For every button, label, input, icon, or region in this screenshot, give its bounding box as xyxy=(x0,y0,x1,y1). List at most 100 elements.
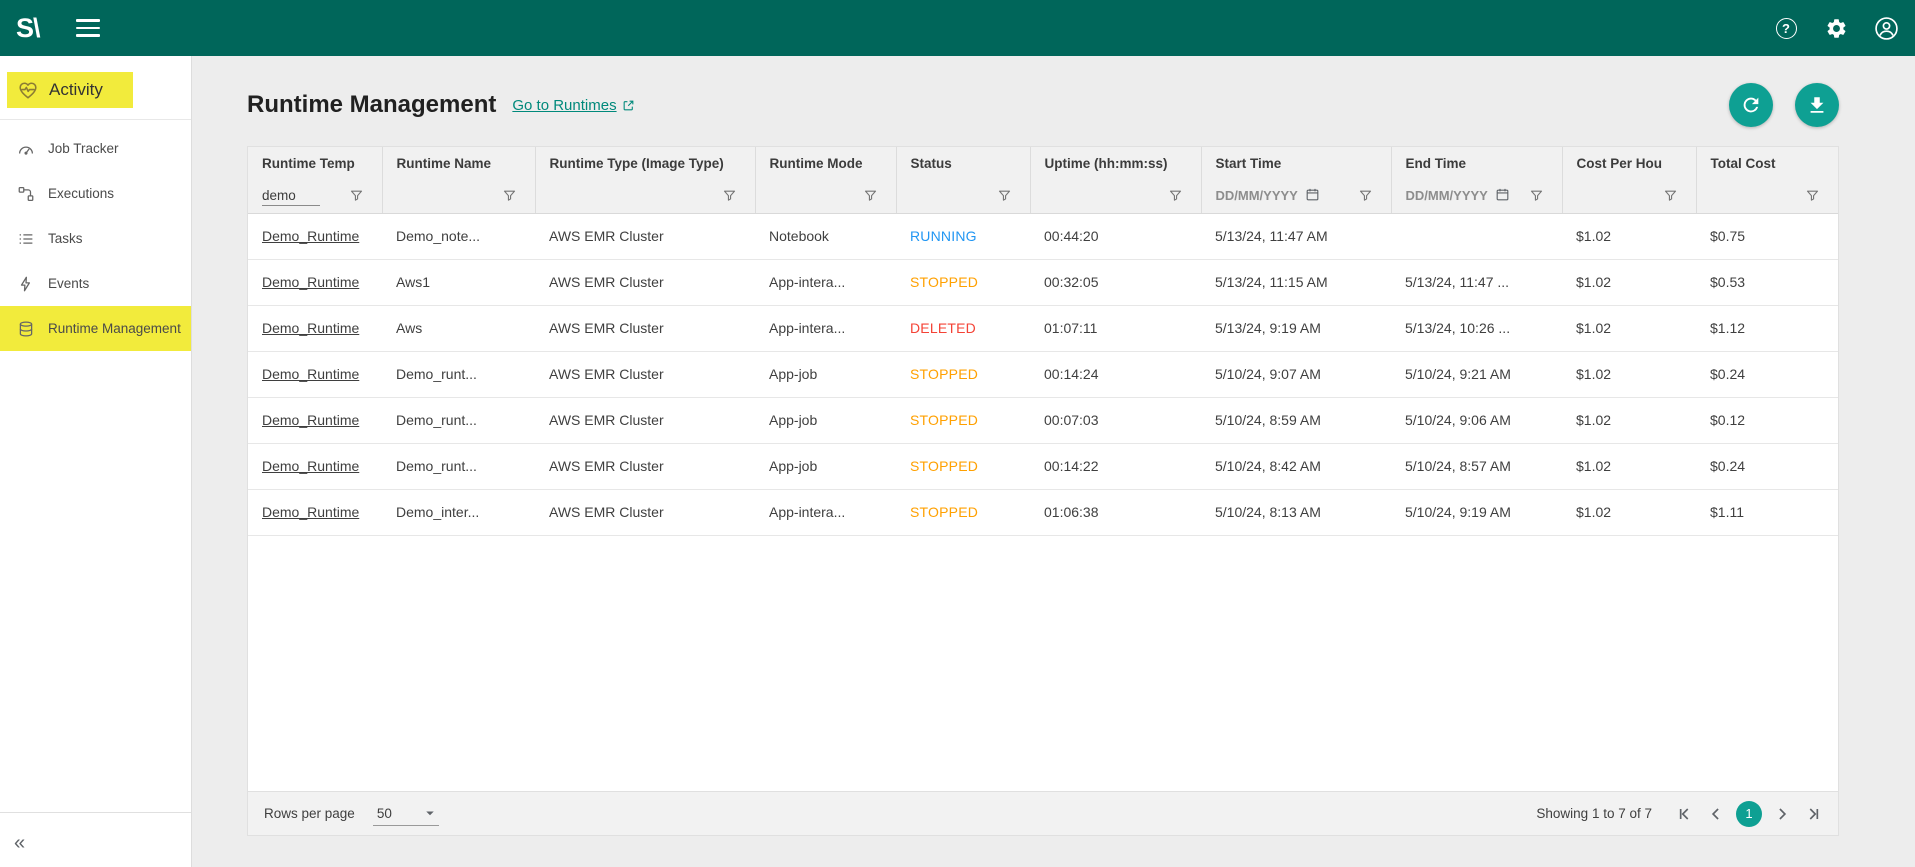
cell-status: STOPPED xyxy=(896,259,1030,305)
end-date-filter[interactable]: DD/MM/YYYY xyxy=(1406,187,1510,205)
runtime-template-link[interactable]: Demo_Runtime xyxy=(262,320,359,336)
cell-template[interactable]: Demo_Runtime xyxy=(248,213,382,259)
calendar-icon[interactable] xyxy=(1305,187,1320,205)
collapse-sidebar-icon[interactable]: « xyxy=(14,833,25,853)
runtime-template-link[interactable]: Demo_Runtime xyxy=(262,274,359,290)
cell-template[interactable]: Demo_Runtime xyxy=(248,351,382,397)
cell-name: Demo_runt... xyxy=(382,443,535,489)
sidebar-divider xyxy=(0,812,191,813)
download-button[interactable] xyxy=(1795,83,1839,127)
current-page-indicator[interactable]: 1 xyxy=(1736,801,1762,827)
filter-icon[interactable] xyxy=(722,188,737,203)
previous-page-button[interactable] xyxy=(1704,802,1728,826)
sidebar: Activity Job Tracker Executions Tasks xyxy=(0,56,192,867)
cell-name: Demo_inter... xyxy=(382,489,535,535)
filter-cell-uptime xyxy=(1030,179,1201,213)
filter-icon[interactable] xyxy=(502,188,517,203)
filter-icon[interactable] xyxy=(1805,188,1820,203)
sidebar-item-tasks[interactable]: Tasks xyxy=(0,216,191,261)
cell-template[interactable]: Demo_Runtime xyxy=(248,489,382,535)
filter-icon[interactable] xyxy=(863,188,878,203)
refresh-icon xyxy=(1740,94,1762,116)
sidebar-item-executions[interactable]: Executions xyxy=(0,171,191,216)
filter-icon[interactable] xyxy=(1358,188,1373,203)
sidebar-item-label: Tasks xyxy=(48,231,83,246)
column-header-runtime-template[interactable]: Runtime Temp xyxy=(248,147,382,179)
next-page-button[interactable] xyxy=(1770,802,1794,826)
table-row: Demo_RuntimeAwsAWS EMR ClusterApp-intera… xyxy=(248,305,1838,351)
cell-status: STOPPED xyxy=(896,397,1030,443)
column-header-cost-per-hour[interactable]: Cost Per Hou xyxy=(1562,147,1696,179)
cell-type: AWS EMR Cluster xyxy=(535,259,755,305)
cell-total-cost: $1.11 xyxy=(1696,489,1838,535)
runtime-template-link[interactable]: Demo_Runtime xyxy=(262,458,359,474)
sidebar-item-runtime-management[interactable]: Runtime Management xyxy=(0,306,191,351)
column-header-runtime-mode[interactable]: Runtime Mode xyxy=(755,147,896,179)
column-header-end-time[interactable]: End Time xyxy=(1391,147,1562,179)
column-header-status[interactable]: Status xyxy=(896,147,1030,179)
cell-name: Demo_runt... xyxy=(382,351,535,397)
filter-icon[interactable] xyxy=(1168,188,1183,203)
cell-mode: App-job xyxy=(755,443,896,489)
account-icon[interactable] xyxy=(1873,15,1899,41)
cell-total-cost: $0.12 xyxy=(1696,397,1838,443)
go-to-runtimes-label: Go to Runtimes xyxy=(512,97,616,114)
menu-icon[interactable] xyxy=(76,19,100,37)
first-page-button[interactable] xyxy=(1672,802,1696,826)
column-header-total-cost[interactable]: Total Cost xyxy=(1696,147,1838,179)
runtime-table: Runtime Temp Runtime Name Runtime Type (… xyxy=(248,147,1838,536)
activity-section-button[interactable]: Activity xyxy=(7,72,133,108)
page-title: Runtime Management xyxy=(247,91,496,119)
calendar-icon[interactable] xyxy=(1495,187,1510,205)
filter-cell-status xyxy=(896,179,1030,213)
filter-icon[interactable] xyxy=(1529,188,1544,203)
runtime-template-link[interactable]: Demo_Runtime xyxy=(262,412,359,428)
cell-uptime: 01:06:38 xyxy=(1030,489,1201,535)
cell-type: AWS EMR Cluster xyxy=(535,443,755,489)
cell-end: 5/10/24, 9:21 AM xyxy=(1391,351,1562,397)
settings-gear-icon[interactable] xyxy=(1823,15,1849,41)
cell-mode: App-intera... xyxy=(755,489,896,535)
column-header-runtime-name[interactable]: Runtime Name xyxy=(382,147,535,179)
runtime-template-link[interactable]: Demo_Runtime xyxy=(262,504,359,520)
cell-end: 5/10/24, 9:06 AM xyxy=(1391,397,1562,443)
cell-template[interactable]: Demo_Runtime xyxy=(248,259,382,305)
cell-end: 5/10/24, 8:57 AM xyxy=(1391,443,1562,489)
start-date-filter[interactable]: DD/MM/YYYY xyxy=(1216,187,1320,205)
cell-status: RUNNING xyxy=(896,213,1030,259)
help-icon[interactable]: ? xyxy=(1773,15,1799,41)
runtime-template-link[interactable]: Demo_Runtime xyxy=(262,366,359,382)
filter-icon[interactable] xyxy=(997,188,1012,203)
table-row: Demo_Runtime Demo_runt...AWS EMR ClusterA… xyxy=(248,443,1838,489)
last-page-button[interactable] xyxy=(1802,802,1826,826)
cell-uptime: 00:14:22 xyxy=(1030,443,1201,489)
sidebar-nav: Job Tracker Executions Tasks Events xyxy=(0,120,191,351)
cell-cost-per-hour: $1.02 xyxy=(1562,397,1696,443)
filter-icon[interactable] xyxy=(1663,188,1678,203)
table-row: Demo_RuntimeDemo_note...AWS EMR ClusterN… xyxy=(248,213,1838,259)
rows-per-page-select[interactable]: 50 xyxy=(373,801,439,826)
sidebar-item-job-tracker[interactable]: Job Tracker xyxy=(0,126,191,171)
column-header-uptime[interactable]: Uptime (hh:mm:ss) xyxy=(1030,147,1201,179)
cell-mode: App-intera... xyxy=(755,259,896,305)
gauge-icon xyxy=(17,140,35,158)
sidebar-item-events[interactable]: Events xyxy=(0,261,191,306)
filter-cell-runtime-mode xyxy=(755,179,896,213)
go-to-runtimes-link[interactable]: Go to Runtimes xyxy=(512,97,634,114)
chevron-down-icon xyxy=(421,804,439,822)
filter-icon[interactable] xyxy=(349,188,364,203)
cell-template[interactable]: Demo_Runtime xyxy=(248,305,382,351)
cell-mode: App-job xyxy=(755,351,896,397)
filter-cell-end-time: DD/MM/YYYY xyxy=(1391,179,1562,213)
cell-total-cost: $0.24 xyxy=(1696,351,1838,397)
refresh-button[interactable] xyxy=(1729,83,1773,127)
runtime-template-filter-input[interactable] xyxy=(262,186,320,206)
runtime-template-link[interactable]: Demo_Runtime xyxy=(262,228,359,244)
cell-template[interactable]: Demo_Runtime xyxy=(248,397,382,443)
column-header-start-time[interactable]: Start Time xyxy=(1201,147,1391,179)
cell-name: Demo_note... xyxy=(382,213,535,259)
cell-template[interactable]: Demo_Runtime xyxy=(248,443,382,489)
cell-name: Demo_runt... xyxy=(382,397,535,443)
sidebar-section-label: Activity xyxy=(49,80,103,100)
column-header-runtime-type[interactable]: Runtime Type (Image Type) xyxy=(535,147,755,179)
